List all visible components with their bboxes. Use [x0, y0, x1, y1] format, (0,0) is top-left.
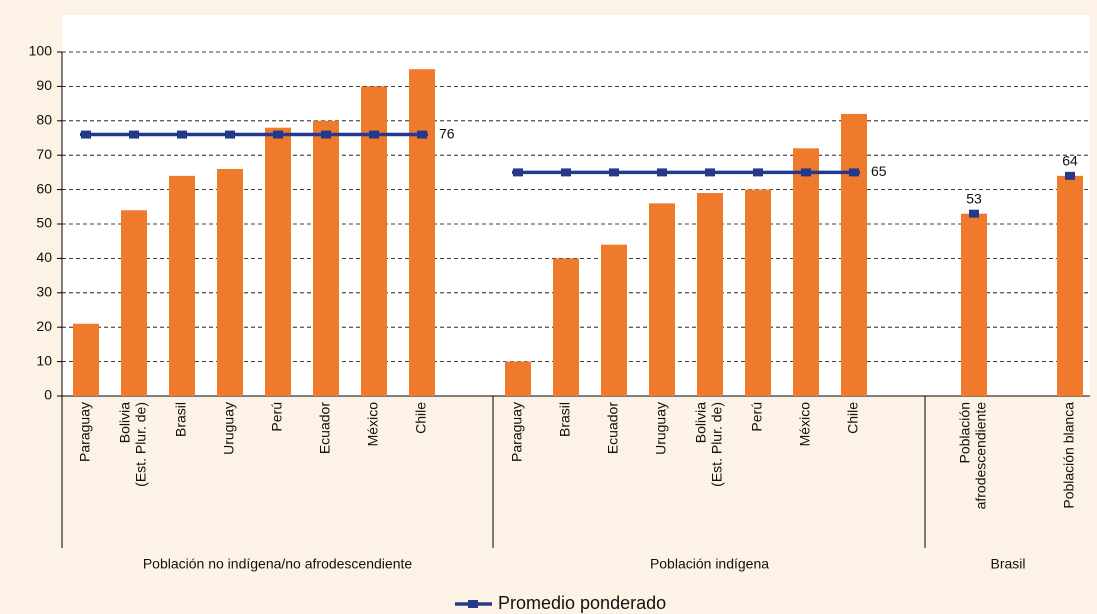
group-label: Población no indígena/no afrodescendient… — [143, 556, 413, 572]
bar — [553, 258, 579, 396]
y-tick-label: 40 — [36, 249, 52, 265]
y-tick-label: 30 — [36, 284, 52, 300]
x-tick-label: (Est. Plur. de) — [133, 402, 149, 487]
data-label: 64 — [1062, 153, 1078, 169]
average-marker — [273, 130, 283, 139]
average-marker — [705, 168, 715, 177]
x-tick-label: Población — [957, 402, 973, 464]
x-tick-label: Paraguay — [77, 402, 93, 462]
y-tick-label: 50 — [36, 215, 52, 231]
x-tick-label: Chile — [413, 402, 429, 434]
x-tick-label: Uruguay — [653, 402, 669, 455]
average-marker — [225, 130, 235, 139]
average-marker — [657, 168, 667, 177]
average-marker — [177, 130, 187, 139]
bar — [73, 323, 99, 396]
y-tick-label: 60 — [36, 180, 52, 196]
data-label: 53 — [966, 190, 982, 206]
average-marker — [417, 130, 427, 139]
y-tick-label: 70 — [36, 146, 52, 162]
average-marker — [513, 168, 523, 177]
y-tick-label: 90 — [36, 77, 52, 93]
data-label: 65 — [871, 163, 887, 179]
x-tick-label: (Est. Plur. de) — [709, 402, 725, 487]
x-tick-label: Brasil — [173, 402, 189, 437]
y-tick-label: 100 — [29, 43, 53, 59]
bar — [745, 189, 771, 396]
x-tick-label: Ecuador — [317, 402, 333, 454]
x-tick-label: Bolivia — [117, 402, 133, 443]
bar — [505, 361, 531, 396]
x-tick-label: Perú — [269, 402, 285, 432]
average-marker — [849, 168, 859, 177]
legend-marker — [468, 600, 478, 608]
group-label: Población indígena — [650, 556, 769, 572]
bar — [1057, 175, 1083, 396]
x-tick-label: Brasil — [557, 402, 573, 437]
bar — [697, 193, 723, 396]
y-tick-label: 80 — [36, 112, 52, 128]
average-marker — [129, 130, 139, 139]
bar — [649, 203, 675, 396]
x-tick-label: Uruguay — [221, 402, 237, 455]
average-marker — [609, 168, 619, 177]
bar — [265, 127, 291, 397]
legend-label: Promedio ponderado — [498, 593, 666, 613]
average-marker — [1065, 171, 1075, 180]
y-tick-label: 0 — [44, 387, 52, 403]
x-tick-label: México — [797, 402, 813, 447]
x-tick-label: Perú — [749, 402, 765, 432]
x-tick-label: Chile — [845, 402, 861, 434]
x-tick-label: Bolivia — [693, 402, 709, 443]
x-tick-label: Paraguay — [509, 402, 525, 462]
y-tick-label: 10 — [36, 352, 52, 368]
bar — [121, 210, 147, 396]
average-marker — [969, 209, 979, 218]
bar — [313, 120, 339, 397]
average-marker — [81, 130, 91, 139]
bar — [793, 148, 819, 396]
average-marker — [321, 130, 331, 139]
x-tick-label: México — [365, 402, 381, 447]
average-marker — [801, 168, 811, 177]
average-marker — [369, 130, 379, 139]
group-label: Brasil — [990, 556, 1025, 572]
average-marker — [753, 168, 763, 177]
y-tick-label: 20 — [36, 318, 52, 334]
data-label: 76 — [439, 125, 455, 141]
bar — [409, 69, 435, 396]
average-marker — [561, 168, 571, 177]
bar — [601, 244, 627, 396]
bar — [169, 175, 195, 396]
bar — [841, 113, 867, 397]
bar — [961, 213, 987, 396]
x-tick-label: Ecuador — [605, 402, 621, 454]
x-tick-label: Población blanca — [1061, 402, 1077, 509]
x-tick-label: afrodescendiente — [973, 402, 989, 510]
bar — [217, 168, 243, 396]
